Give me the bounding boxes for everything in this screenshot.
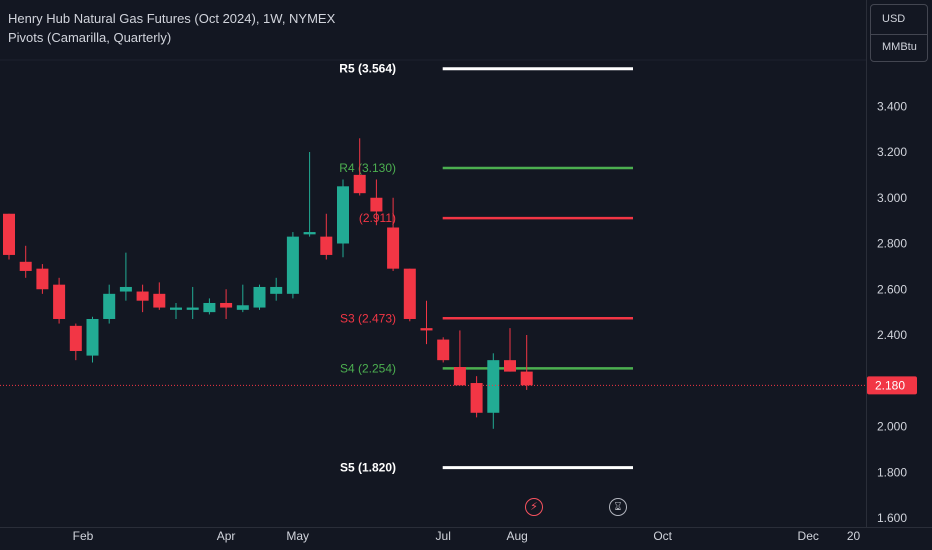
price-tick-label: 2.400	[877, 328, 907, 342]
candle-body[interactable]	[453, 367, 466, 386]
symbol-title[interactable]: Henry Hub Natural Gas Futures (Oct 2024)…	[8, 11, 336, 26]
candle-body[interactable]	[170, 307, 182, 310]
lightning-icon[interactable]: ⚡︎	[525, 498, 543, 516]
pivot-label: R5 (3.564)	[339, 62, 396, 76]
chart-legend: Henry Hub Natural Gas Futures (Oct 2024)…	[8, 9, 335, 47]
time-tick-label: 20	[847, 529, 861, 543]
candle-body[interactable]	[203, 302, 216, 313]
time-tick-label: May	[286, 529, 309, 543]
price-tick-label: 3.400	[877, 99, 907, 113]
hourglass-icon[interactable]: ⌛︎	[609, 498, 627, 516]
currency-unit-selector[interactable]: USD MMBtu	[870, 4, 928, 62]
candle-body[interactable]	[153, 293, 166, 308]
candle-body[interactable]	[470, 383, 483, 413]
candle-body[interactable]	[19, 261, 32, 271]
candle-body[interactable]	[520, 371, 533, 386]
unit-label[interactable]: MMBtu	[882, 41, 917, 53]
candle-body[interactable]	[437, 339, 450, 361]
candle-body[interactable]	[320, 236, 333, 255]
candle-body[interactable]	[387, 227, 400, 269]
candle-body[interactable]	[420, 328, 433, 331]
candle-body[interactable]	[303, 232, 316, 235]
candle-body[interactable]	[36, 268, 49, 290]
candle-body[interactable]	[86, 318, 99, 356]
price-tick-label: 2.000	[877, 420, 907, 434]
time-tick-label: Apr	[217, 529, 236, 543]
price-tick-label: 2.600	[877, 282, 907, 296]
candle-body[interactable]	[504, 360, 516, 372]
pivot-label: (2.911)	[359, 211, 396, 225]
time-tick-label: Oct	[653, 529, 672, 543]
candle-body[interactable]	[403, 268, 416, 319]
indicator-title[interactable]: Pivots (Camarilla, Quarterly)	[8, 30, 172, 45]
price-tick-label: 3.000	[877, 191, 907, 205]
candle-body[interactable]	[186, 307, 199, 310]
candle-body[interactable]	[3, 213, 15, 255]
current-price-badge	[867, 376, 917, 395]
candle-body[interactable]	[119, 286, 132, 292]
candle-body[interactable]	[487, 360, 500, 413]
currency-label[interactable]: USD	[882, 13, 906, 25]
time-tick-label: Feb	[73, 529, 94, 543]
price-tick-label: 2.800	[877, 237, 907, 251]
candle-body[interactable]	[370, 197, 383, 212]
pivot-label: S3 (2.473)	[340, 311, 396, 325]
candle-body[interactable]	[253, 286, 266, 308]
pivot-label: R4 (3.130)	[339, 161, 396, 175]
time-tick-label: Dec	[798, 529, 819, 543]
price-tick-label: 1.600	[877, 511, 907, 525]
pivot-label: S4 (2.254)	[340, 361, 396, 375]
candle-body[interactable]	[270, 286, 283, 294]
candle-body[interactable]	[103, 293, 116, 319]
candle-body[interactable]	[136, 291, 149, 301]
candle-body[interactable]	[220, 302, 233, 308]
price-tick-label: 3.200	[877, 145, 907, 159]
current-price-label: 2.180	[875, 378, 905, 392]
price-tick-label: 1.800	[877, 465, 907, 479]
candle-body[interactable]	[236, 305, 249, 310]
unit-divider	[871, 34, 927, 35]
candle-body[interactable]	[337, 186, 349, 244]
candle-body[interactable]	[69, 325, 82, 352]
time-tick-label: Jul	[436, 529, 451, 543]
candle-body[interactable]	[353, 174, 366, 194]
candle-body[interactable]	[53, 284, 66, 319]
candle-body[interactable]	[286, 236, 299, 294]
pivot-label: S5 (1.820)	[340, 461, 396, 475]
time-tick-label: Aug	[506, 529, 527, 543]
